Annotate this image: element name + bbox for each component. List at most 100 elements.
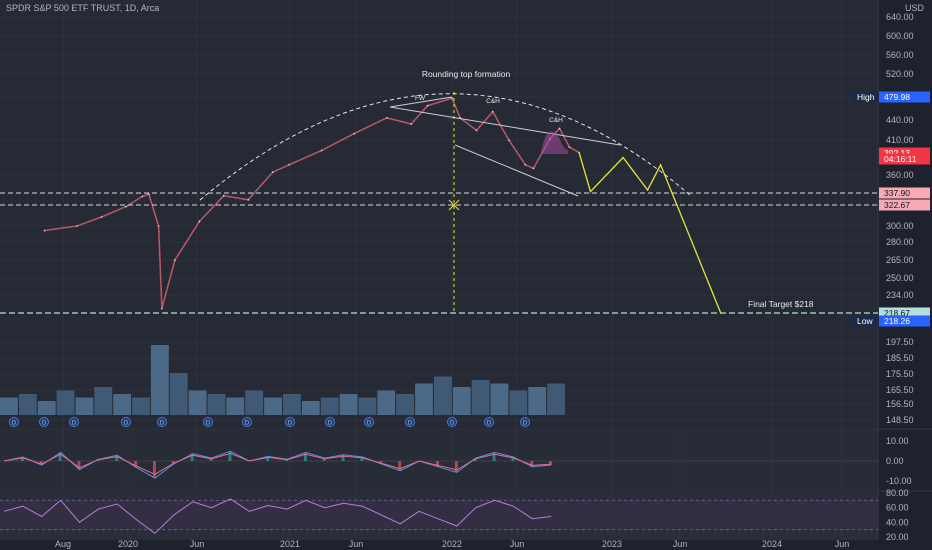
x-tick-label-10: Jun: [835, 539, 850, 549]
macd-histogram-bar-7: [134, 461, 138, 468]
dividend-marker-4: [157, 417, 167, 427]
price-point-19: [451, 97, 453, 99]
macd-tick-label-1: 0.00: [886, 456, 904, 466]
price-tick-label-13: 234.00: [886, 290, 914, 300]
dividend-marker-0: [9, 417, 19, 427]
price-point-1: [76, 225, 78, 227]
dividend-marker-label-13: D: [523, 421, 528, 427]
macd-histogram-bar-1: [20, 457, 24, 461]
channel-lower: [454, 144, 579, 197]
price-tick-label-17: 165.50: [886, 385, 914, 395]
volume-bar-4: [75, 397, 94, 415]
macd-histogram-bar-16: [303, 452, 307, 461]
price-point-24: [524, 163, 527, 166]
macd-histogram-bar-6: [115, 455, 119, 461]
macd-tick-label-0: 10.00: [886, 436, 909, 446]
annotation-4: FW: [415, 95, 426, 102]
price-tag-4: [879, 199, 930, 211]
volume-bar-20: [377, 390, 396, 415]
main-pane-bg: [0, 0, 878, 428]
dividend-marker-8: [325, 417, 335, 427]
volume-bar-11: [207, 394, 226, 415]
chart-title: SPDR S&P 500 ETF TRUST, 1D, Arca: [6, 3, 160, 13]
dividend-marker-label-1: D: [42, 421, 47, 427]
dividend-marker-label-8: D: [328, 421, 333, 427]
price-tag-label-bg-6: [852, 315, 879, 327]
dividend-marker-10: [405, 417, 415, 427]
volume-bar-13: [245, 390, 264, 415]
macd-histogram-bar-24: [454, 461, 458, 473]
drawing-layer: [0, 92, 878, 314]
price-point-10: [223, 194, 225, 197]
currency-label: USD: [904, 3, 924, 13]
x-tick-label-6: Jun: [510, 539, 525, 549]
price-tag-label-6: Low: [857, 316, 873, 326]
x-tick-label-2: Jun: [190, 539, 205, 549]
channel-top-edge: [389, 96, 453, 108]
annotation-1: Final Target $218: [748, 299, 814, 309]
volume-bar-16: [301, 401, 320, 415]
projection-path: [578, 152, 722, 314]
price-point-11: [247, 199, 250, 201]
macd-tick-label-2: -10.00: [886, 476, 912, 486]
price-tick-label-6: 410.00: [886, 135, 914, 145]
x-tick-label-3: 2021: [280, 539, 300, 549]
x-tick-label-9: 2024: [762, 539, 782, 549]
annotation-2: C&H: [486, 98, 500, 105]
price-point-28: [568, 146, 571, 148]
price-tag-value-0: 479.98: [884, 92, 910, 102]
price-tick-label-3: 520.00: [886, 69, 914, 79]
macd-histogram-bar-8: [152, 461, 156, 479]
price-point-21: [475, 129, 478, 132]
dividend-marker-5: [203, 417, 213, 427]
volume-bar-24: [452, 387, 471, 415]
price-tick-label-5: 440.00: [886, 115, 914, 125]
x-tick-label-7: 2023: [602, 539, 622, 549]
price-point-18: [426, 104, 429, 107]
price-tag-value-3: 337.90: [884, 188, 910, 198]
price-point-9: [198, 220, 201, 223]
x-tick-label-8: Jun: [673, 539, 688, 549]
annotation-0: Rounding top formation: [422, 69, 511, 79]
volume-bar-12: [226, 397, 245, 415]
dividend-marker-3: [121, 417, 131, 427]
price-point-16: [386, 116, 388, 119]
volume-bar-23: [433, 376, 452, 415]
rsi-tick-label-2: 40.00: [886, 517, 909, 527]
rsi-line: [3, 498, 552, 534]
x-tick-label-0: Aug: [55, 539, 71, 549]
price-point-15: [353, 132, 356, 135]
macd-histogram-bar-28: [530, 461, 534, 467]
volume-bar-5: [94, 387, 113, 415]
volume-bar-0: [0, 397, 18, 415]
macd-histogram-bar-14: [266, 456, 270, 461]
dividend-marker-label-6: D: [245, 421, 250, 427]
price-tag-1: [879, 147, 930, 159]
dividend-marker-2: [69, 417, 79, 427]
rsi-tick-label-1: 60.00: [886, 503, 909, 513]
dividend-marker-label-0: D: [12, 421, 17, 427]
price-tag-5: [879, 307, 930, 319]
macd-histogram-bar-17: [322, 458, 326, 461]
macd-histogram-bar-29: [549, 461, 553, 465]
dividend-marker-label-10: D: [408, 421, 413, 427]
macd-histogram-bar-23: [435, 461, 439, 467]
price-point-14: [320, 149, 323, 152]
macd-layer: [0, 450, 878, 479]
dividend-marker-label-3: D: [124, 421, 129, 427]
dividend-marker-6: [242, 417, 252, 427]
volume-bar-15: [283, 394, 301, 415]
price-point-2: [100, 216, 103, 218]
price-point-8: [174, 259, 176, 261]
dividend-marker-1: [39, 417, 49, 427]
dividend-marker-11: [447, 417, 457, 427]
volume-bar-8: [150, 345, 169, 415]
volume-bar-14: [264, 397, 282, 415]
volume-bar-2: [37, 401, 56, 415]
volume-bar-9: [169, 373, 188, 415]
macd-histogram-bar-4: [77, 461, 81, 470]
channel-upper: [389, 106, 621, 146]
